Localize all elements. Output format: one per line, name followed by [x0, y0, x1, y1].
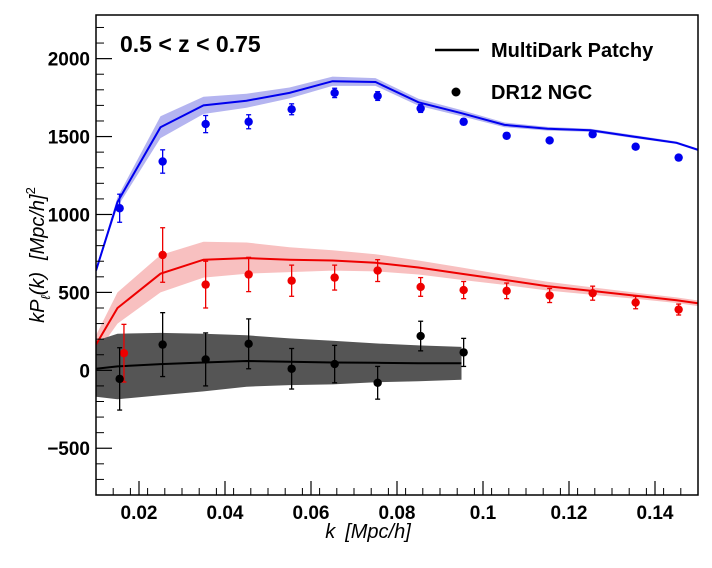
- legend-label-data: DR12 NGC: [491, 82, 592, 104]
- model-line-0: [96, 80, 698, 271]
- model-band-1: [96, 241, 698, 354]
- model-bands: [96, 76, 698, 400]
- x-tick-label: 0.02: [121, 503, 158, 524]
- data-point-s2-7: [416, 331, 425, 341]
- y-axis-arg: (k): [27, 272, 49, 295]
- data-point-s1-9: [502, 286, 511, 296]
- data-point-s2-4: [287, 364, 296, 373]
- data-point-s2-6: [373, 378, 382, 387]
- data-point-s1-4: [287, 276, 296, 285]
- data-point-s2-8: [459, 348, 468, 357]
- model-band-2: [96, 332, 462, 400]
- model-line-1: [96, 257, 698, 346]
- data-point-s0-8: [459, 117, 468, 126]
- data-point-s2-3: [244, 339, 253, 349]
- x-tick-label: 0.08: [379, 503, 416, 524]
- data-point-s0-12: [631, 142, 640, 151]
- x-axis-label: k [Mpc/h]: [325, 521, 411, 543]
- data-point-s0-11: [588, 130, 597, 139]
- data-point-s1-2: [201, 280, 210, 289]
- data-point-s1-13: [674, 305, 683, 314]
- data-point-s0-10: [545, 136, 554, 145]
- x-tick-label: 0.04: [207, 503, 244, 524]
- y-tick-label: 0: [79, 361, 90, 382]
- data-point-s0-0: [115, 204, 124, 213]
- data-point-s1-6: [373, 266, 382, 275]
- data-point-s2-0: [115, 374, 124, 384]
- data-point-s2-5: [330, 359, 339, 369]
- x-tick-label: 0.06: [293, 503, 330, 524]
- y-tick-label: 1500: [48, 128, 90, 149]
- y-tick-label: 1000: [48, 205, 90, 226]
- data-point-s0-4: [287, 105, 296, 114]
- data-point-s1-3: [244, 270, 253, 279]
- data-point-s0-7: [416, 104, 425, 113]
- y-tick-label: −500: [47, 439, 90, 460]
- y-axis-sub: ℓ: [38, 295, 53, 300]
- y-tick-label: 500: [58, 283, 90, 304]
- y-axis-unit: [Mpc/h]: [27, 194, 49, 261]
- data-point-s1-11: [588, 288, 597, 298]
- y-tick-label: 2000: [48, 50, 90, 71]
- x-tick-label: 0.12: [551, 503, 588, 524]
- data-point-s1-7: [416, 282, 425, 292]
- data-point-s1-8: [459, 285, 468, 295]
- data-point-s0-3: [244, 117, 253, 126]
- x-axis-unit: [Mpc/h]: [344, 521, 411, 543]
- y-axis-exp: 2: [23, 187, 38, 194]
- data-point-s0-6: [373, 91, 382, 101]
- data-point-s0-2: [201, 119, 210, 129]
- x-axis-var: k: [325, 521, 336, 543]
- data-point-s1-10: [545, 291, 554, 300]
- model-lines: [96, 80, 698, 370]
- data-point-s2-1: [158, 340, 167, 349]
- y-axis-label: kPℓ(k) [Mpc/h]2: [23, 187, 53, 323]
- data-point-s2-2: [201, 355, 210, 364]
- model-line-2: [96, 359, 462, 370]
- y-axis-main: kP: [27, 299, 49, 323]
- data-point-s0-13: [674, 153, 683, 162]
- legend-label-model: MultiDark Patchy: [491, 40, 654, 62]
- data-point-s1-1: [158, 250, 167, 260]
- legend-point-marker: [451, 87, 461, 97]
- data-point-s1-12: [631, 298, 640, 307]
- x-tick-label: 0.14: [637, 503, 674, 524]
- axis-ticks: [95, 26, 699, 495]
- data-point-s0-1: [158, 157, 167, 166]
- data-point-s0-5: [330, 88, 339, 98]
- legend: MultiDark Patchy DR12 NGC: [435, 40, 654, 104]
- data-point-s1-0: [119, 348, 129, 358]
- x-tick-label: 0.1: [470, 503, 497, 524]
- data-point-s0-9: [502, 131, 511, 140]
- data-point-s1-5: [330, 273, 339, 282]
- tick-labels: 0.02 0.04 0.06 0.08 0.1 0.12 0.14 −500 0 500 1000 1…: [47, 50, 674, 524]
- data-points: [115, 87, 683, 411]
- panel-title: 0.5 < z < 0.75: [120, 31, 261, 57]
